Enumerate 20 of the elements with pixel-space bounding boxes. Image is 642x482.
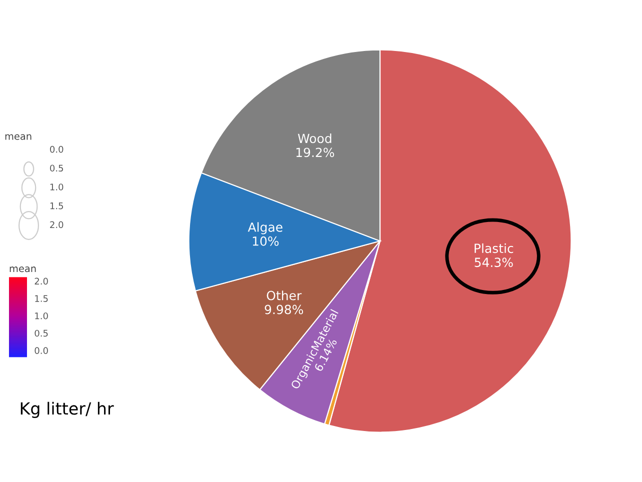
slice-label: Plastic — [474, 243, 514, 254]
slice-label: Wood — [298, 133, 332, 144]
text: 0.0 — [50, 146, 64, 153]
color-bar-title: mean — [10, 266, 36, 272]
text: 1.5 — [50, 202, 64, 210]
data-label: 19.2% — [296, 148, 334, 158]
text: 1.0 — [35, 312, 48, 320]
text: Kg litter/ hr — [20, 402, 114, 418]
text: 1.0 — [50, 184, 64, 190]
slice-label: Other — [266, 290, 302, 300]
slice-label: Algae — [248, 222, 282, 234]
data-label: 54.3% — [474, 258, 513, 268]
text: 1.5 — [35, 295, 48, 302]
data-label: 10% — [252, 236, 279, 246]
text: 0.0 — [34, 347, 48, 354]
text: 0.5 — [50, 164, 64, 172]
text: 2.0 — [34, 278, 48, 285]
legend-title: mean — [5, 134, 32, 140]
text: 0.5 — [34, 330, 48, 337]
text: 2.0 — [50, 221, 64, 228]
